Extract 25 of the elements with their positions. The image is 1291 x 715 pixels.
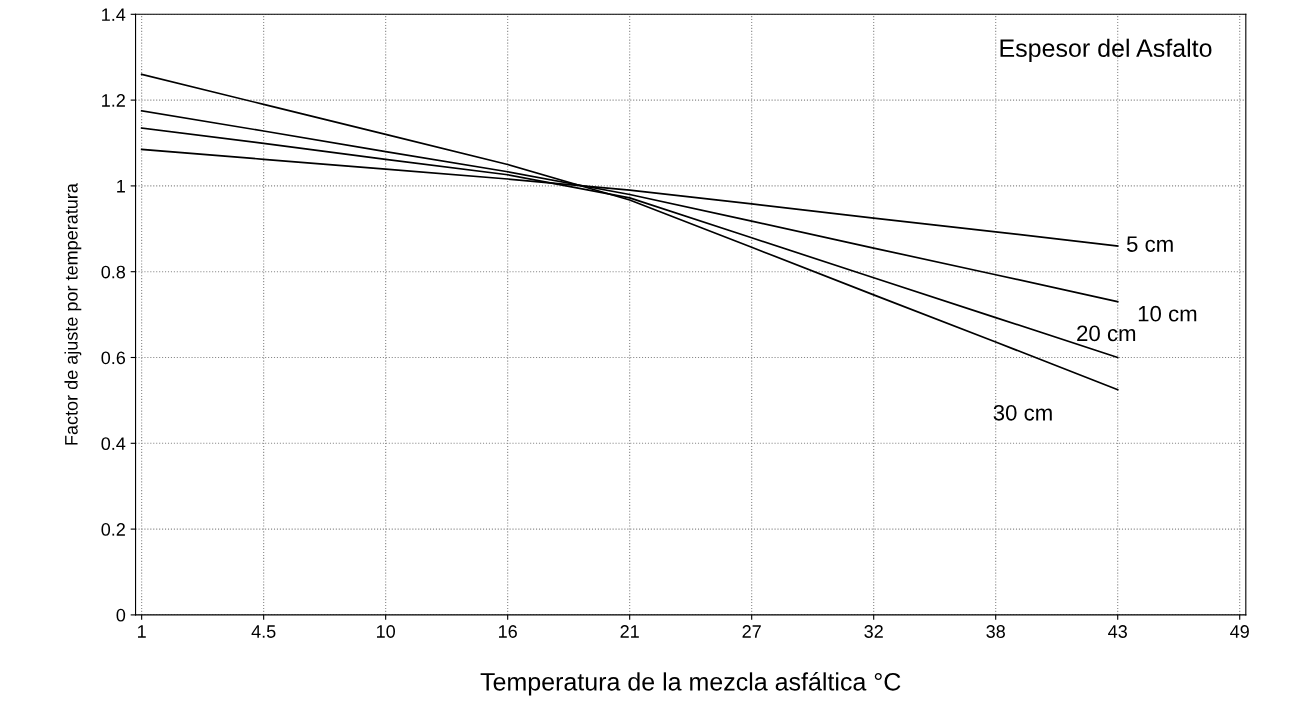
y-tick-label: 0 [116,608,126,622]
y-tick-label: 0.4 [101,437,126,451]
x-axis-title: Temperatura de la mezcla asfáltica °C [480,672,901,696]
x-tick-label: 21 [620,625,639,638]
y-tick-label: 1 [117,180,125,193]
series-label: 5 cm [1126,236,1173,252]
y-tick-label: 1.2 [102,94,125,107]
x-tick-label: 4.5 [251,625,276,638]
x-tick-label: 10 [377,625,395,638]
series-label: 10 cm [1138,305,1197,322]
x-tick-label: 1 [138,625,146,638]
x-tick-label: 32 [864,625,883,638]
annotation: Espesor del Asfalto [1000,38,1212,62]
x-tick-label: 16 [499,625,517,638]
y-tick-label: 1.4 [102,8,126,21]
x-tick-label: 38 [986,625,1005,638]
y-axis-title: Factor de ajuste por temperatura [64,183,82,445]
series-label: 30 cm [993,404,1052,421]
x-tick-label: 27 [742,625,761,638]
x-tick-label: 43 [1108,625,1127,638]
x-tick-label: 49 [1230,625,1249,638]
y-tick-label: 0.8 [101,265,126,279]
y-tick-label: 0.6 [101,351,126,365]
series-label: 20 cm [1077,325,1136,342]
y-tick-label: 0.2 [101,523,125,536]
